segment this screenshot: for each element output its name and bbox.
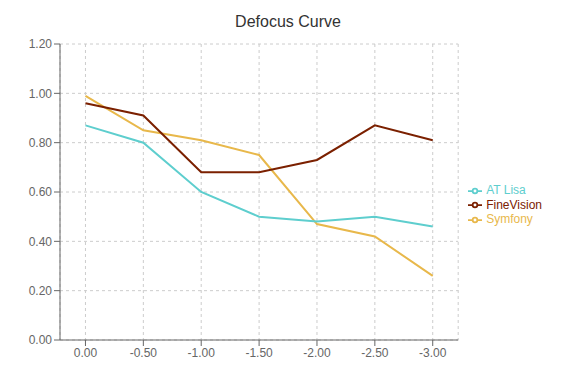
svg-text:0.40: 0.40 [29, 235, 53, 249]
svg-text:-0.50: -0.50 [130, 346, 158, 360]
html-text:Symfony: Symfony [486, 212, 533, 227]
html-text:AT Lisa: AT Lisa [486, 182, 526, 197]
svg-text:1.20: 1.20 [29, 37, 53, 51]
html-text:FineVision: FineVision [486, 197, 542, 212]
svg-text:0.00: 0.00 [29, 333, 53, 347]
html-text:Defocus Curve: Defocus Curve [235, 13, 341, 30]
svg-text:-2.50: -2.50 [361, 346, 389, 360]
svg-text:1.00: 1.00 [29, 87, 53, 101]
svg-text:-2.00: -2.00 [303, 346, 331, 360]
svg-text:-3.00: -3.00 [419, 346, 447, 360]
svg-text:-1.50: -1.50 [245, 346, 273, 360]
svg-text:0.60: 0.60 [29, 185, 53, 199]
svg-text:0.80: 0.80 [29, 136, 53, 150]
svg-text:0.20: 0.20 [29, 284, 53, 298]
svg-text:-1.00: -1.00 [188, 346, 216, 360]
svg-text:0.00: 0.00 [74, 346, 98, 360]
